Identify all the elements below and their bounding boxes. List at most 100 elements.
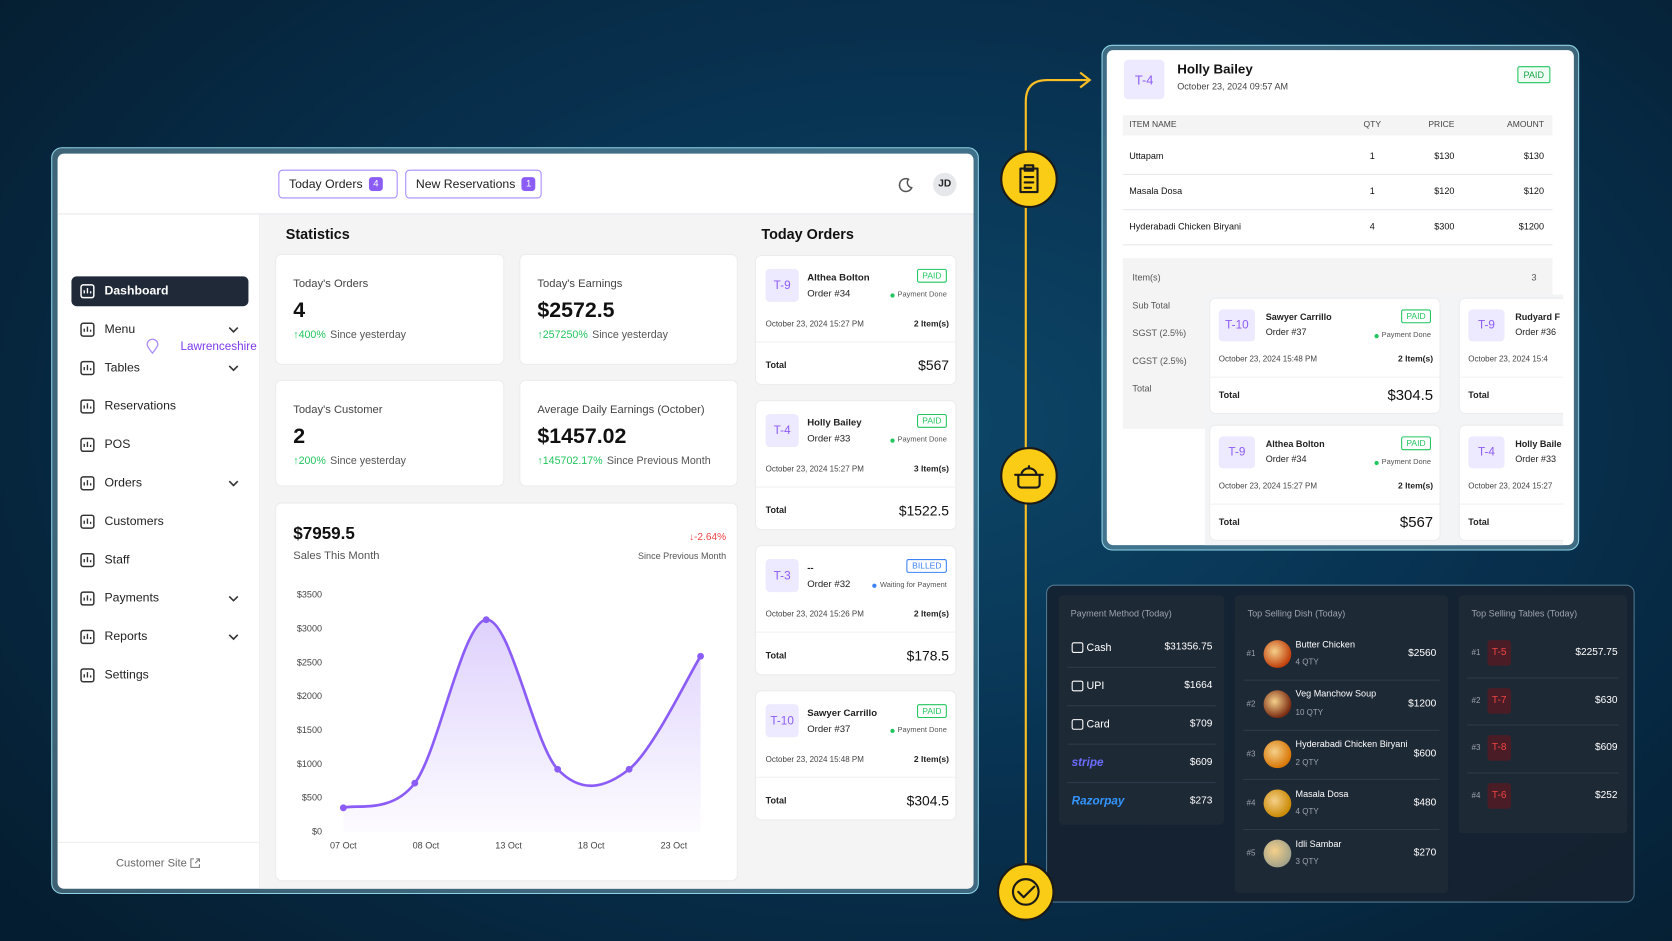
nav-item[interactable]: Dashboard [71,276,249,307]
item-count: 2 Item(s) [1398,481,1434,491]
order-card[interactable]: T-10 Sawyer Carrillo Order #37 PAID Payment … [754,690,957,821]
customer-name: Althea Bolton [807,272,870,283]
nav-chevron [228,480,239,487]
row-divider [1067,782,1216,784]
table-label: T-7 [1491,694,1507,706]
stat-value: $2572.5 [537,298,615,323]
nav-item[interactable]: Staff [71,545,248,575]
header-tab[interactable]: New Reservations 1 [405,169,542,199]
sales-area [343,619,701,833]
customer-name: Sawyer Carrillo [807,707,878,719]
nav-item[interactable]: POS [71,430,248,460]
avatar-initials: JD [938,178,952,190]
nav-item[interactable]: Menu [71,315,248,345]
nav-item[interactable]: Customers [71,507,248,537]
dish-name: Butter Chicken [1295,638,1356,650]
table-amount: $2257.75 [1575,646,1618,659]
total-label: Total [1218,388,1240,400]
nav-chevron [228,634,239,641]
payment-amount: $1664 [1184,679,1213,692]
status-note-text: Payment Done [897,726,947,735]
order-total: $304.5 [906,792,950,809]
column-header: AMOUNT [1507,119,1545,130]
dish-image [1263,690,1292,718]
order-card[interactable]: T-9 Althea Bolton Order #34 PAID Payment Don… [754,254,957,386]
payment-name: Cash [1086,641,1112,654]
nav-item[interactable]: Reports [71,622,248,652]
icon-shape [80,552,95,568]
icon-detail [83,672,92,678]
app-window: Today Orders 4 New Reservations 1 JD Lawrence… [57,153,974,889]
tab-count: 1 [521,177,536,191]
order-date: October 23, 2024 15:4 [1468,354,1548,364]
icon-detail [83,364,92,371]
dish-image [1263,789,1292,818]
icon-detail [83,326,92,332]
chevron [228,326,239,333]
order-card[interactable]: T-4 Holly Baile Order #33 October 23, 2024 … [1458,424,1564,541]
card-divider [756,776,956,778]
icon-shape [80,399,95,414]
customer-name: Holly Bailey [807,417,862,428]
nav-item[interactable]: Reservations [71,392,248,422]
nav-item[interactable]: Tables [71,353,248,383]
nav-label: Staff [104,553,130,566]
summary-label: Total [1132,383,1152,395]
order-card[interactable]: T-9 Althea Bolton Order #34 PAID Payment Don… [1209,424,1441,541]
nav-item[interactable]: Settings [71,660,248,690]
header-tab[interactable]: Today Orders 4 [278,169,398,199]
nav-chevron [228,595,239,602]
y-tick-label: $2000 [297,691,322,701]
card-divider [756,631,956,633]
step-icon [1019,164,1039,194]
customer-site-link[interactable]: Customer Site [115,856,187,870]
row-divider [1243,829,1440,831]
order-card[interactable]: T-3 -- Order #32 BILLED Waiting for Payment O… [754,545,957,676]
avatar[interactable]: JD [933,172,957,197]
status-dot [1374,460,1379,465]
ext-shape [190,858,200,868]
row-divider [1122,209,1553,211]
item-count: 2 Item(s) [913,319,950,329]
status-note-text: Payment Done [897,436,947,444]
nav-label: Menu [104,322,136,336]
table-label: T-9 [1477,319,1495,332]
table-label: T-9 [1228,445,1246,459]
icon-shape [80,437,95,453]
nav-icon [80,552,95,568]
icon-shape [80,514,95,529]
table-label: T-6 [1491,788,1507,801]
nav-item[interactable]: Payments [71,584,248,614]
order-number: Order #33 [1515,452,1557,464]
nav-label: Orders [104,476,142,490]
order-card[interactable]: T-4 Holly Bailey Order #33 PAID Payment Done… [754,400,957,531]
nav-chevron [228,365,239,372]
icon-shape [1071,642,1084,653]
nav-item[interactable]: Orders [71,468,248,498]
connector-arrow [1079,71,1092,89]
total-label: Total [765,359,787,370]
table-badge: T-4 [1468,436,1505,469]
y-tick-label: $3500 [297,590,322,600]
sales-chart: $0 $500 $1000 $1500 $2000 $2500 $3000 $3500 07 O… [297,590,704,850]
icon-shape [1071,719,1084,730]
dish-name: Masala Dosa [1295,788,1349,799]
table-badge: T-4 [1123,59,1165,100]
status-note-text: Payment Done [1381,458,1431,467]
sales-value: $7959.5 [293,524,355,543]
order-card[interactable]: T-9 Rudyard F Order #36 October 23, 2024 15… [1458,297,1564,414]
order-date: October 23, 2024 15:48 PM [765,754,864,764]
table-cell: $130 [1434,149,1455,161]
table-badge: T-7 [1487,687,1511,714]
order-date: October 23, 2024 09:57 AM [1177,80,1289,92]
y-tick-label: $0 [312,827,322,837]
nav-icon [80,591,95,606]
sales-note: Since Previous Month [637,549,727,561]
order-number: Order #37 [807,723,851,735]
dish-name: Idli Sambar [1295,838,1342,849]
order-card[interactable]: T-10 Sawyer Carrillo Order #37 PAID Payment … [1209,297,1441,414]
sales-card: $7959.5 Sales This Month ↓-2.64% Since Prev… [275,502,738,882]
icon-detail [83,480,92,486]
icon-detail [83,633,92,640]
